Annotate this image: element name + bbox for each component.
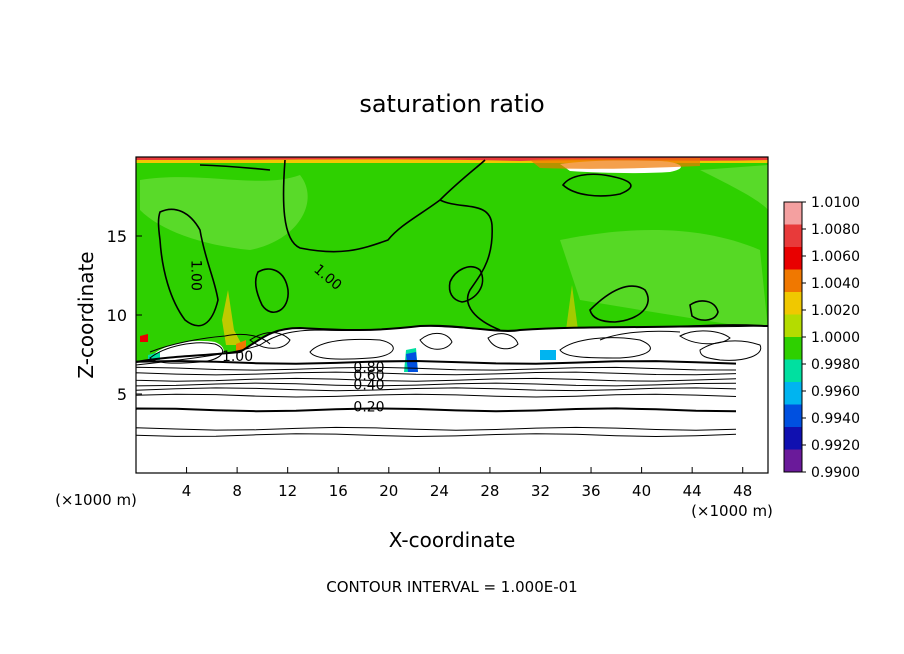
contour-line (136, 426, 737, 431)
colorbar-segment (784, 427, 802, 450)
light-green-patch (140, 175, 308, 250)
x-units-right: (×1000 m) (691, 502, 773, 520)
colorbar-segment (784, 292, 802, 315)
contour-line (136, 393, 737, 398)
x-axis-label: X-coordinate (389, 528, 516, 552)
colorbar-tick-label: 1.0100 (811, 195, 860, 211)
y-tick-label: 15 (107, 227, 127, 246)
colorbar: 1.0100 1.0080 1.0060 1.0040 1.0020 1.0000 0.99… (783, 195, 860, 481)
colorbar-segment (784, 382, 802, 405)
y-tick-label: 5 (117, 385, 127, 404)
x-tick-label: 12 (278, 482, 297, 500)
colorbar-segment (784, 337, 802, 360)
colorbar-segment (784, 224, 802, 248)
x-tick-label: 16 (329, 482, 348, 500)
contour-lines-upper (157, 159, 719, 331)
yellow-streak (566, 285, 578, 330)
contour-label: 0.40 (353, 377, 384, 393)
contour-line (136, 371, 737, 376)
plot-area: 1.00 1.001.000.800.600.400.20 (135, 156, 769, 474)
cyan-patch (148, 352, 160, 360)
contour-line (136, 382, 737, 387)
colorbar-segment (784, 449, 802, 473)
x-tick-label: 4 (182, 482, 192, 500)
contour-interval-note: CONTOUR INTERVAL = 1.000E-01 (326, 578, 577, 596)
x-tick-label: 44 (683, 482, 702, 500)
colorbar-segment (784, 202, 802, 225)
chart-title: saturation ratio (359, 90, 544, 118)
colorbar-tick-label: 1.0080 (811, 222, 860, 238)
colorbar-segment (784, 247, 802, 270)
y-axis: 5 10 15 (107, 227, 142, 404)
x-tick-label: 8 (232, 482, 242, 500)
contour-line (136, 433, 737, 438)
contour-cloud-boundary (136, 324, 768, 363)
colorbar-segment (784, 404, 802, 428)
contour-label: 1.00 (188, 260, 204, 291)
colorbar-segment (784, 314, 802, 338)
cyan-patch (540, 350, 556, 360)
contour-label: 1.00 (222, 349, 253, 365)
contour-line (136, 377, 737, 382)
x-axis: 4 8 12 16 20 24 28 32 36 40 44 48 (182, 467, 752, 500)
light-green-patch (700, 165, 768, 210)
top-saturation-band (136, 157, 768, 163)
contour-label: 0.80 (353, 360, 384, 376)
contour-line (136, 407, 737, 413)
contour-line (136, 387, 737, 392)
contour-line (136, 359, 737, 365)
yellow-streak (222, 290, 242, 345)
colorbar-tick-label: 1.0020 (811, 303, 860, 319)
colorbar-tick-label: 1.0060 (811, 249, 860, 265)
colorbar-tick-label: 0.9920 (811, 438, 860, 454)
colorbar-segment (784, 269, 802, 293)
x-tick-label: 32 (531, 482, 550, 500)
colorbar-tick-label: 0.9980 (811, 357, 860, 373)
horizontal-contours (136, 359, 737, 438)
contour-label: 0.20 (353, 399, 384, 415)
colorbar-tick-label: 0.9900 (811, 465, 860, 481)
contour-label: 0.60 (353, 368, 384, 384)
x-tick-label: 48 (733, 482, 752, 500)
x-tick-label: 20 (379, 482, 398, 500)
x-tick-label: 28 (480, 482, 499, 500)
colorbar-tick-label: 1.0000 (811, 330, 860, 346)
x-tick-label: 36 (581, 482, 600, 500)
colorbar-tick-label: 1.0040 (811, 276, 860, 292)
y-tick-label: 10 (107, 306, 127, 325)
x-tick-label: 24 (430, 482, 449, 500)
light-green-patch (560, 230, 768, 330)
red-spot (140, 334, 148, 342)
colorbar-tick-label: 0.9940 (811, 411, 860, 427)
top-orange-patch (530, 158, 700, 169)
contour-line (136, 366, 737, 371)
colorbar-tick-label: 0.9960 (811, 384, 860, 400)
y-axis-label: Z-coordinate (74, 251, 98, 378)
x-tick-label: 40 (632, 482, 651, 500)
colorbar-segment (784, 359, 802, 383)
x-units-left: (×1000 m) (55, 491, 137, 509)
